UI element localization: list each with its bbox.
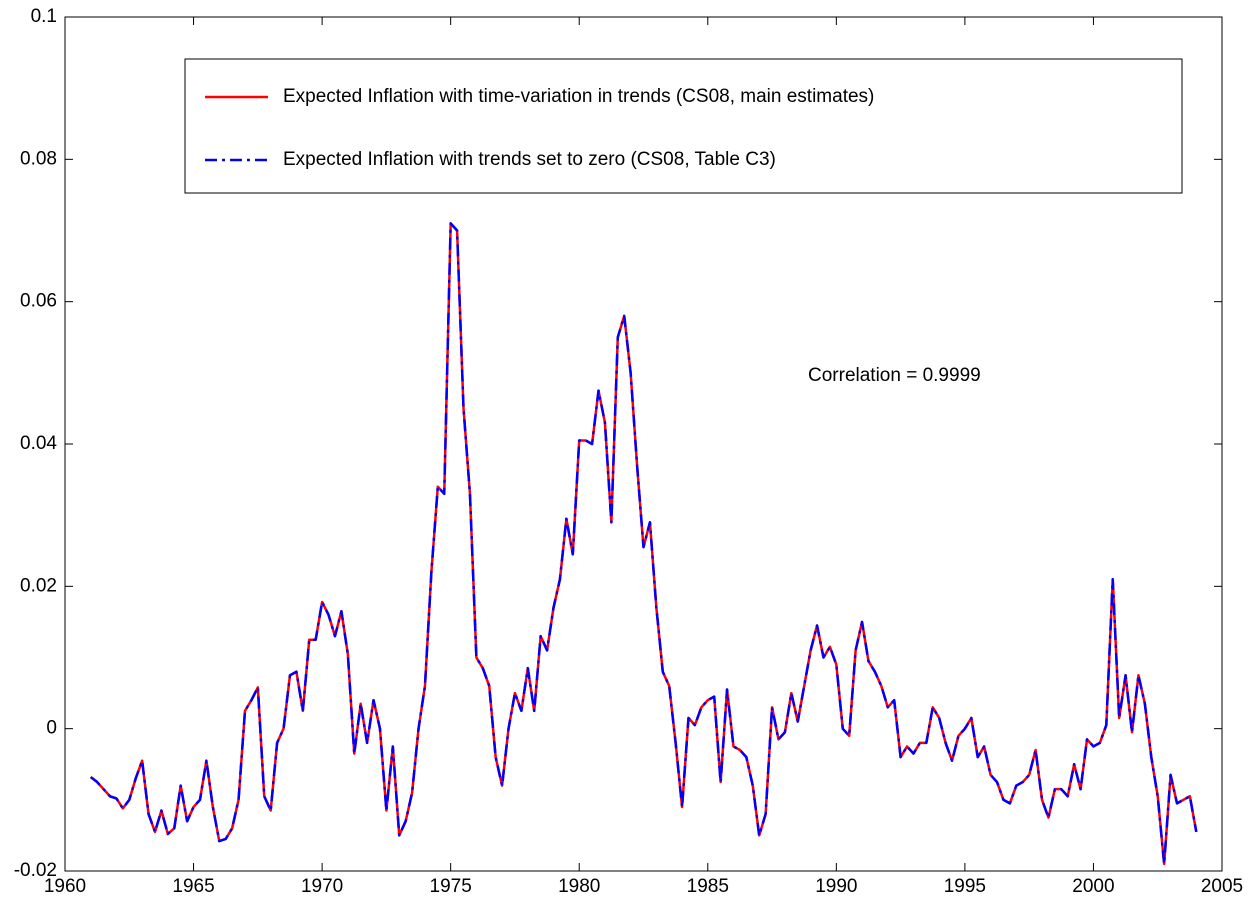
x-tick-label: 2000 (1072, 876, 1114, 897)
legend-label: Expected Inflation with time-variation i… (283, 86, 874, 107)
x-tick-label: 1970 (301, 876, 343, 897)
y-tick-label: 0.02 (20, 575, 57, 596)
x-tick-label: 1960 (44, 876, 86, 897)
y-tick-label: 0.04 (20, 433, 57, 454)
y-tick-label: 0.06 (20, 291, 57, 312)
x-tick-label: 1985 (687, 876, 729, 897)
x-tick-label: 1990 (815, 876, 857, 897)
x-tick-label: 1980 (558, 876, 600, 897)
legend-label: Expected Inflation with trends set to ze… (283, 149, 776, 170)
legend-box (184, 58, 1183, 194)
x-tick-label: 1975 (430, 876, 472, 897)
x-tick-label: 1995 (944, 876, 986, 897)
y-tick-label: 0.08 (20, 148, 57, 169)
y-tick-label: 0 (46, 718, 57, 739)
x-tick-label: 2005 (1201, 876, 1243, 897)
series-line (89, 222, 1198, 866)
y-tick-label: 0.1 (31, 6, 57, 27)
x-tick-label: 1965 (172, 876, 214, 897)
y-tick-label: -0.02 (14, 860, 57, 881)
annotation: Correlation = 0.9999 (808, 365, 981, 386)
